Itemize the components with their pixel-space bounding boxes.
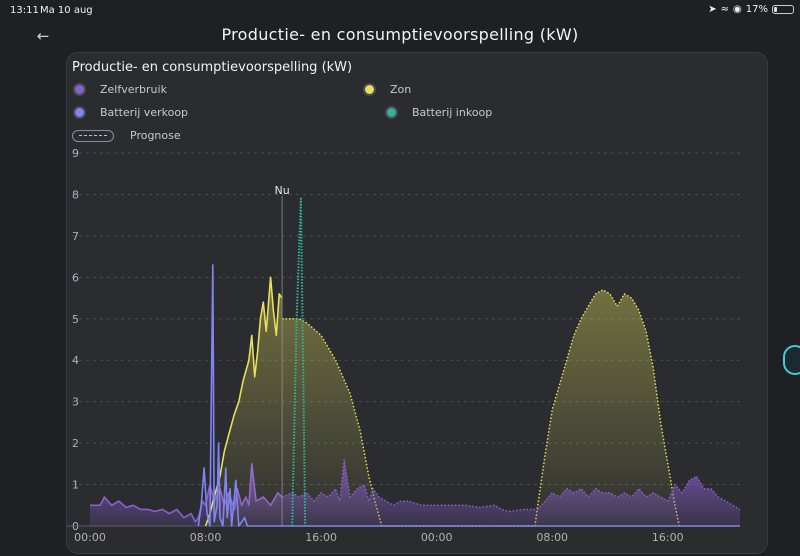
- card-title: Productie- en consumptievoorspelling (kW…: [72, 60, 353, 75]
- legend-dot-batterij-verkoop: [73, 106, 86, 119]
- x-tick-label: 08:00: [190, 531, 222, 544]
- forecast-chart-card: Productie- en consumptievoorspelling (kW…: [66, 52, 768, 554]
- rotation-lock-icon: ◉: [733, 4, 742, 15]
- zon-line: [204, 276, 283, 527]
- legend-label: Zelfverbruik: [100, 83, 167, 96]
- x-tick-label: 16:00: [305, 531, 337, 544]
- legend-label: Prognose: [130, 129, 181, 142]
- legend-dot-batterij-inkoop: [385, 106, 398, 119]
- now-label: Nu: [275, 184, 290, 197]
- zon-prognose-area: [282, 289, 680, 526]
- legend-dot-zon: [363, 83, 376, 96]
- legend-label: Zon: [390, 83, 412, 96]
- y-tick-label: 5: [72, 313, 79, 326]
- y-tick-label: 7: [72, 230, 79, 243]
- battery-percentage: 17%: [745, 4, 768, 15]
- zon-prognose-line: [282, 289, 681, 527]
- legend-label: Batterij inkoop: [412, 106, 493, 119]
- x-tick-label: 16:00: [652, 531, 684, 544]
- y-tick-label: 2: [72, 437, 79, 450]
- status-bar: 13:11 Ma 10 aug ➤ ≈ ◉ 17%: [0, 0, 800, 20]
- legend-label: Batterij verkoop: [100, 106, 189, 119]
- status-right: ➤ ≈ ◉ 17%: [708, 4, 794, 15]
- battery-level: [774, 7, 778, 12]
- back-arrow-icon[interactable]: ←: [36, 27, 50, 45]
- y-tick-label: 3: [72, 396, 79, 409]
- status-time: 13:11: [10, 5, 39, 16]
- x-tick-label: 00:00: [74, 531, 106, 544]
- legend-dash-prognose: [72, 129, 114, 142]
- legend-zon[interactable]: Zon: [363, 83, 411, 96]
- legend-batterij-verkoop[interactable]: Batterij verkoop: [73, 106, 188, 119]
- zelfverbruik-prognose-line: [281, 458, 741, 513]
- legend-prognose[interactable]: Prognose: [72, 129, 181, 142]
- location-icon: ➤: [708, 4, 717, 15]
- side-handle-button[interactable]: [783, 345, 800, 375]
- legend-dot-zelfverbruik: [73, 83, 86, 96]
- battery-icon: [772, 5, 794, 14]
- zelfverbruik-prognose-area: [282, 459, 740, 526]
- y-tick-label: 4: [72, 354, 79, 367]
- y-tick-label: 6: [72, 271, 79, 284]
- x-tick-label: 08:00: [536, 531, 568, 544]
- x-tick-label: 00:00: [421, 531, 453, 544]
- legend-batterij-inkoop[interactable]: Batterij inkoop: [385, 106, 492, 119]
- wifi-icon: ≈: [720, 4, 730, 15]
- y-tick-label: 9: [72, 147, 79, 160]
- y-tick-label: 1: [72, 479, 79, 492]
- batterij-verkoop-line: [197, 264, 740, 527]
- y-tick-label: 8: [72, 188, 79, 201]
- forecast-chart: 012345678900:0008:0016:0000:0008:0016:00…: [67, 147, 741, 544]
- batterij-inkoop-line: [291, 197, 307, 527]
- status-date: Ma 10 aug: [40, 5, 93, 16]
- page-title: Productie- en consumptievoorspelling (kW…: [221, 25, 579, 44]
- legend-zelfverbruik[interactable]: Zelfverbruik: [73, 83, 167, 96]
- zon-area: [205, 277, 283, 526]
